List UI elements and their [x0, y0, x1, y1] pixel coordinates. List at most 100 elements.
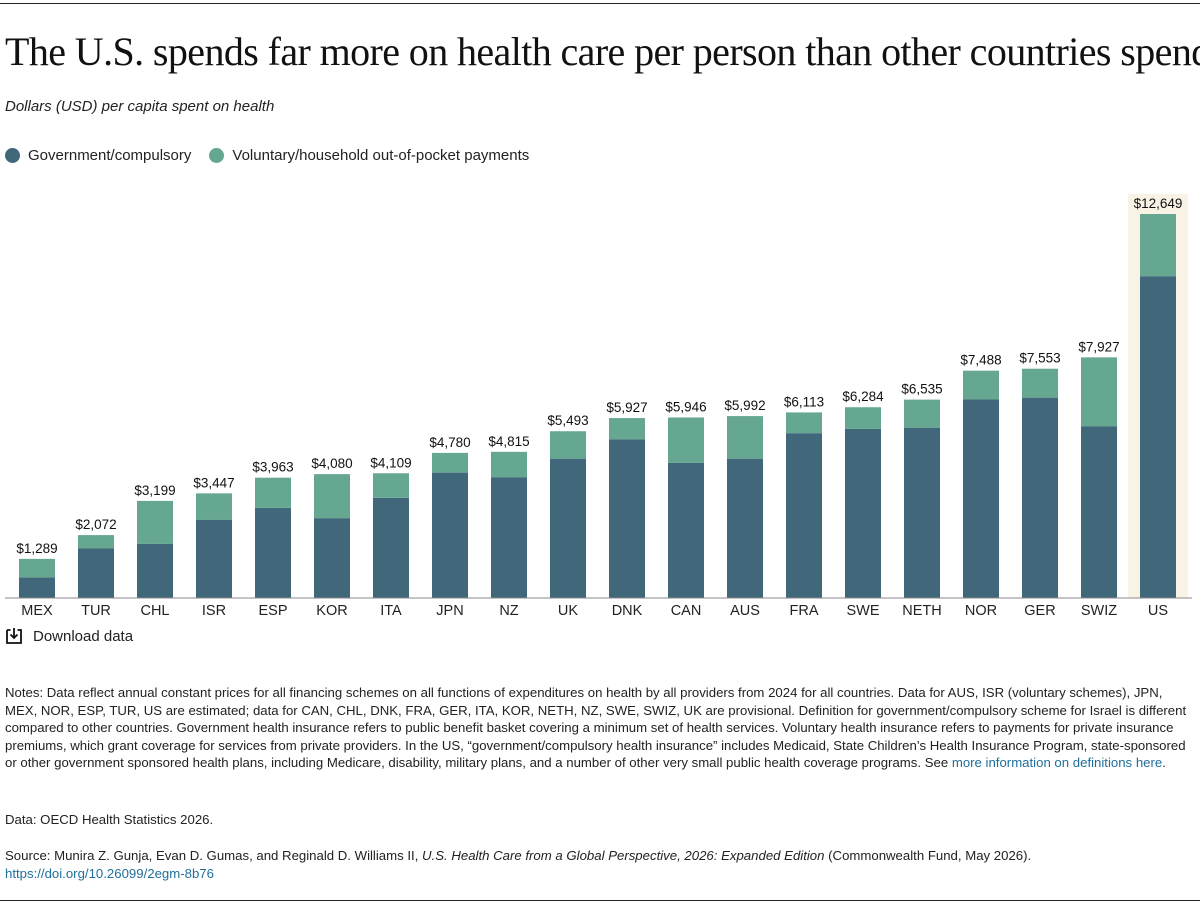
legend: Government/compulsory Voluntary/househol…: [5, 147, 547, 164]
definitions-link[interactable]: more information on definitions here: [951, 755, 1163, 770]
legend-swatch-government: [5, 148, 20, 163]
bar-voluntary-aus: [727, 416, 763, 459]
data-label-tur: $2,072: [75, 517, 116, 532]
x-tick-label-jpn: JPN: [436, 603, 463, 619]
bar-government-dnk: [609, 439, 645, 598]
x-tick-label-can: CAN: [671, 603, 702, 619]
top-rule: [0, 3, 1200, 4]
bar-voluntary-us: [1140, 214, 1176, 277]
bar-government-nz: [491, 477, 527, 598]
data-source: Data: OECD Health Statistics 2026.: [5, 812, 214, 827]
legend-label-voluntary: Voluntary/household out-of-pocket paymen…: [232, 147, 530, 164]
x-tick-label-chl: CHL: [140, 603, 169, 619]
bar-voluntary-can: [668, 417, 704, 463]
bar-government-mex: [19, 577, 55, 598]
data-label-dnk: $5,927: [606, 400, 647, 415]
bar-government-esp: [255, 507, 291, 598]
legend-swatch-voluntary: [209, 148, 225, 163]
data-label-swiz: $7,927: [1078, 339, 1119, 354]
source-suffix: (Commonwealth Fund, May 2026).: [824, 848, 1032, 863]
bar-government-uk: [550, 458, 586, 598]
bar-voluntary-esp: [255, 477, 291, 508]
bar-government-can: [668, 462, 704, 598]
source-citation: Source: Munira Z. Gunja, Evan D. Gumas, …: [5, 847, 1195, 882]
bar-government-kor: [314, 518, 350, 598]
x-tick-label-uk: UK: [558, 603, 578, 619]
x-tick-label-swiz: SWIZ: [1081, 603, 1117, 619]
download-icon: [6, 628, 22, 644]
data-label-uk: $5,493: [547, 413, 588, 428]
download-data-button[interactable]: Download data: [5, 627, 133, 645]
x-tick-label-kor: KOR: [316, 603, 347, 619]
bar-government-nor: [963, 399, 999, 598]
bar-voluntary-kor: [314, 474, 350, 519]
bottom-rule: [0, 900, 1200, 901]
x-tick-label-esp: ESP: [258, 603, 287, 619]
x-tick-label-isr: ISR: [202, 603, 226, 619]
data-label-chl: $3,199: [134, 483, 175, 498]
data-label-swe: $6,284: [842, 389, 884, 404]
bar-voluntary-ita: [373, 473, 409, 498]
data-label-isr: $3,447: [193, 475, 234, 490]
bar-voluntary-ger: [1022, 368, 1058, 398]
notes-text: Notes: Data reflect annual constant pric…: [5, 685, 1187, 770]
bar-voluntary-jpn: [432, 452, 468, 473]
bar-government-ger: [1022, 397, 1058, 598]
bar-voluntary-swiz: [1081, 357, 1117, 427]
source-report-title: U.S. Health Care from a Global Perspecti…: [422, 848, 825, 863]
data-label-can: $5,946: [665, 399, 706, 414]
x-tick-label-ita: ITA: [380, 603, 402, 619]
x-tick-label-swe: SWE: [846, 603, 879, 619]
data-label-jpn: $4,780: [429, 435, 470, 450]
chart-title: The U.S. spends far more on health care …: [5, 29, 1200, 74]
bar-voluntary-uk: [550, 431, 586, 459]
data-label-ger: $7,553: [1019, 351, 1060, 366]
bar-voluntary-isr: [196, 493, 232, 520]
x-tick-label-dnk: DNK: [612, 603, 643, 619]
bar-voluntary-dnk: [609, 418, 645, 440]
bar-government-isr: [196, 519, 232, 598]
x-tick-label-ger: GER: [1024, 603, 1055, 619]
notes: Notes: Data reflect annual constant pric…: [5, 684, 1195, 772]
bar-voluntary-nz: [491, 451, 527, 478]
notes-end: .: [1162, 755, 1166, 770]
bar-government-jpn: [432, 472, 468, 598]
x-tick-label-us: US: [1148, 603, 1168, 619]
data-label-us: $12,649: [1134, 196, 1183, 211]
x-tick-label-mex: MEX: [21, 603, 53, 619]
data-label-esp: $3,963: [252, 460, 293, 475]
legend-item-government: Government/compulsory: [5, 147, 191, 164]
bar-government-us: [1140, 276, 1176, 598]
x-tick-label-aus: AUS: [730, 603, 760, 619]
bar-government-ita: [373, 497, 409, 598]
data-label-aus: $5,992: [724, 398, 765, 413]
x-tick-label-nor: NOR: [965, 603, 997, 619]
x-tick-label-neth: NETH: [902, 603, 941, 619]
data-label-nz: $4,815: [488, 434, 529, 449]
bar-voluntary-tur: [78, 535, 114, 549]
doi-link[interactable]: https://doi.org/10.26099/2egm-8b76: [5, 865, 214, 881]
bar-government-swiz: [1081, 426, 1117, 598]
bar-voluntary-neth: [904, 399, 940, 428]
bar-government-tur: [78, 548, 114, 598]
bar-government-fra: [786, 433, 822, 598]
legend-item-voluntary: Voluntary/household out-of-pocket paymen…: [209, 147, 529, 164]
bar-voluntary-fra: [786, 412, 822, 434]
bar-voluntary-nor: [963, 370, 999, 400]
source-prefix: Source: Munira Z. Gunja, Evan D. Gumas, …: [5, 848, 423, 863]
legend-label-government: Government/compulsory: [28, 147, 192, 164]
bar-government-neth: [904, 427, 940, 598]
download-data-label: Download data: [33, 627, 134, 645]
bar-government-chl: [137, 543, 173, 598]
stacked-bar-chart: $1,289 MEX $2,072 TUR $3,199 CHL $3,447 ISR $3,9…: [5, 194, 1192, 619]
data-label-ita: $4,109: [370, 455, 411, 470]
bar-voluntary-mex: [19, 558, 55, 578]
x-tick-label-fra: FRA: [790, 603, 819, 619]
chart-subtitle: Dollars (USD) per capita spent on health: [5, 98, 275, 115]
bar-government-aus: [727, 458, 763, 598]
data-label-kor: $4,080: [311, 456, 352, 471]
bar-voluntary-swe: [845, 407, 881, 429]
data-label-fra: $6,113: [784, 394, 824, 409]
data-label-mex: $1,289: [16, 541, 57, 556]
data-label-nor: $7,488: [960, 353, 1001, 368]
